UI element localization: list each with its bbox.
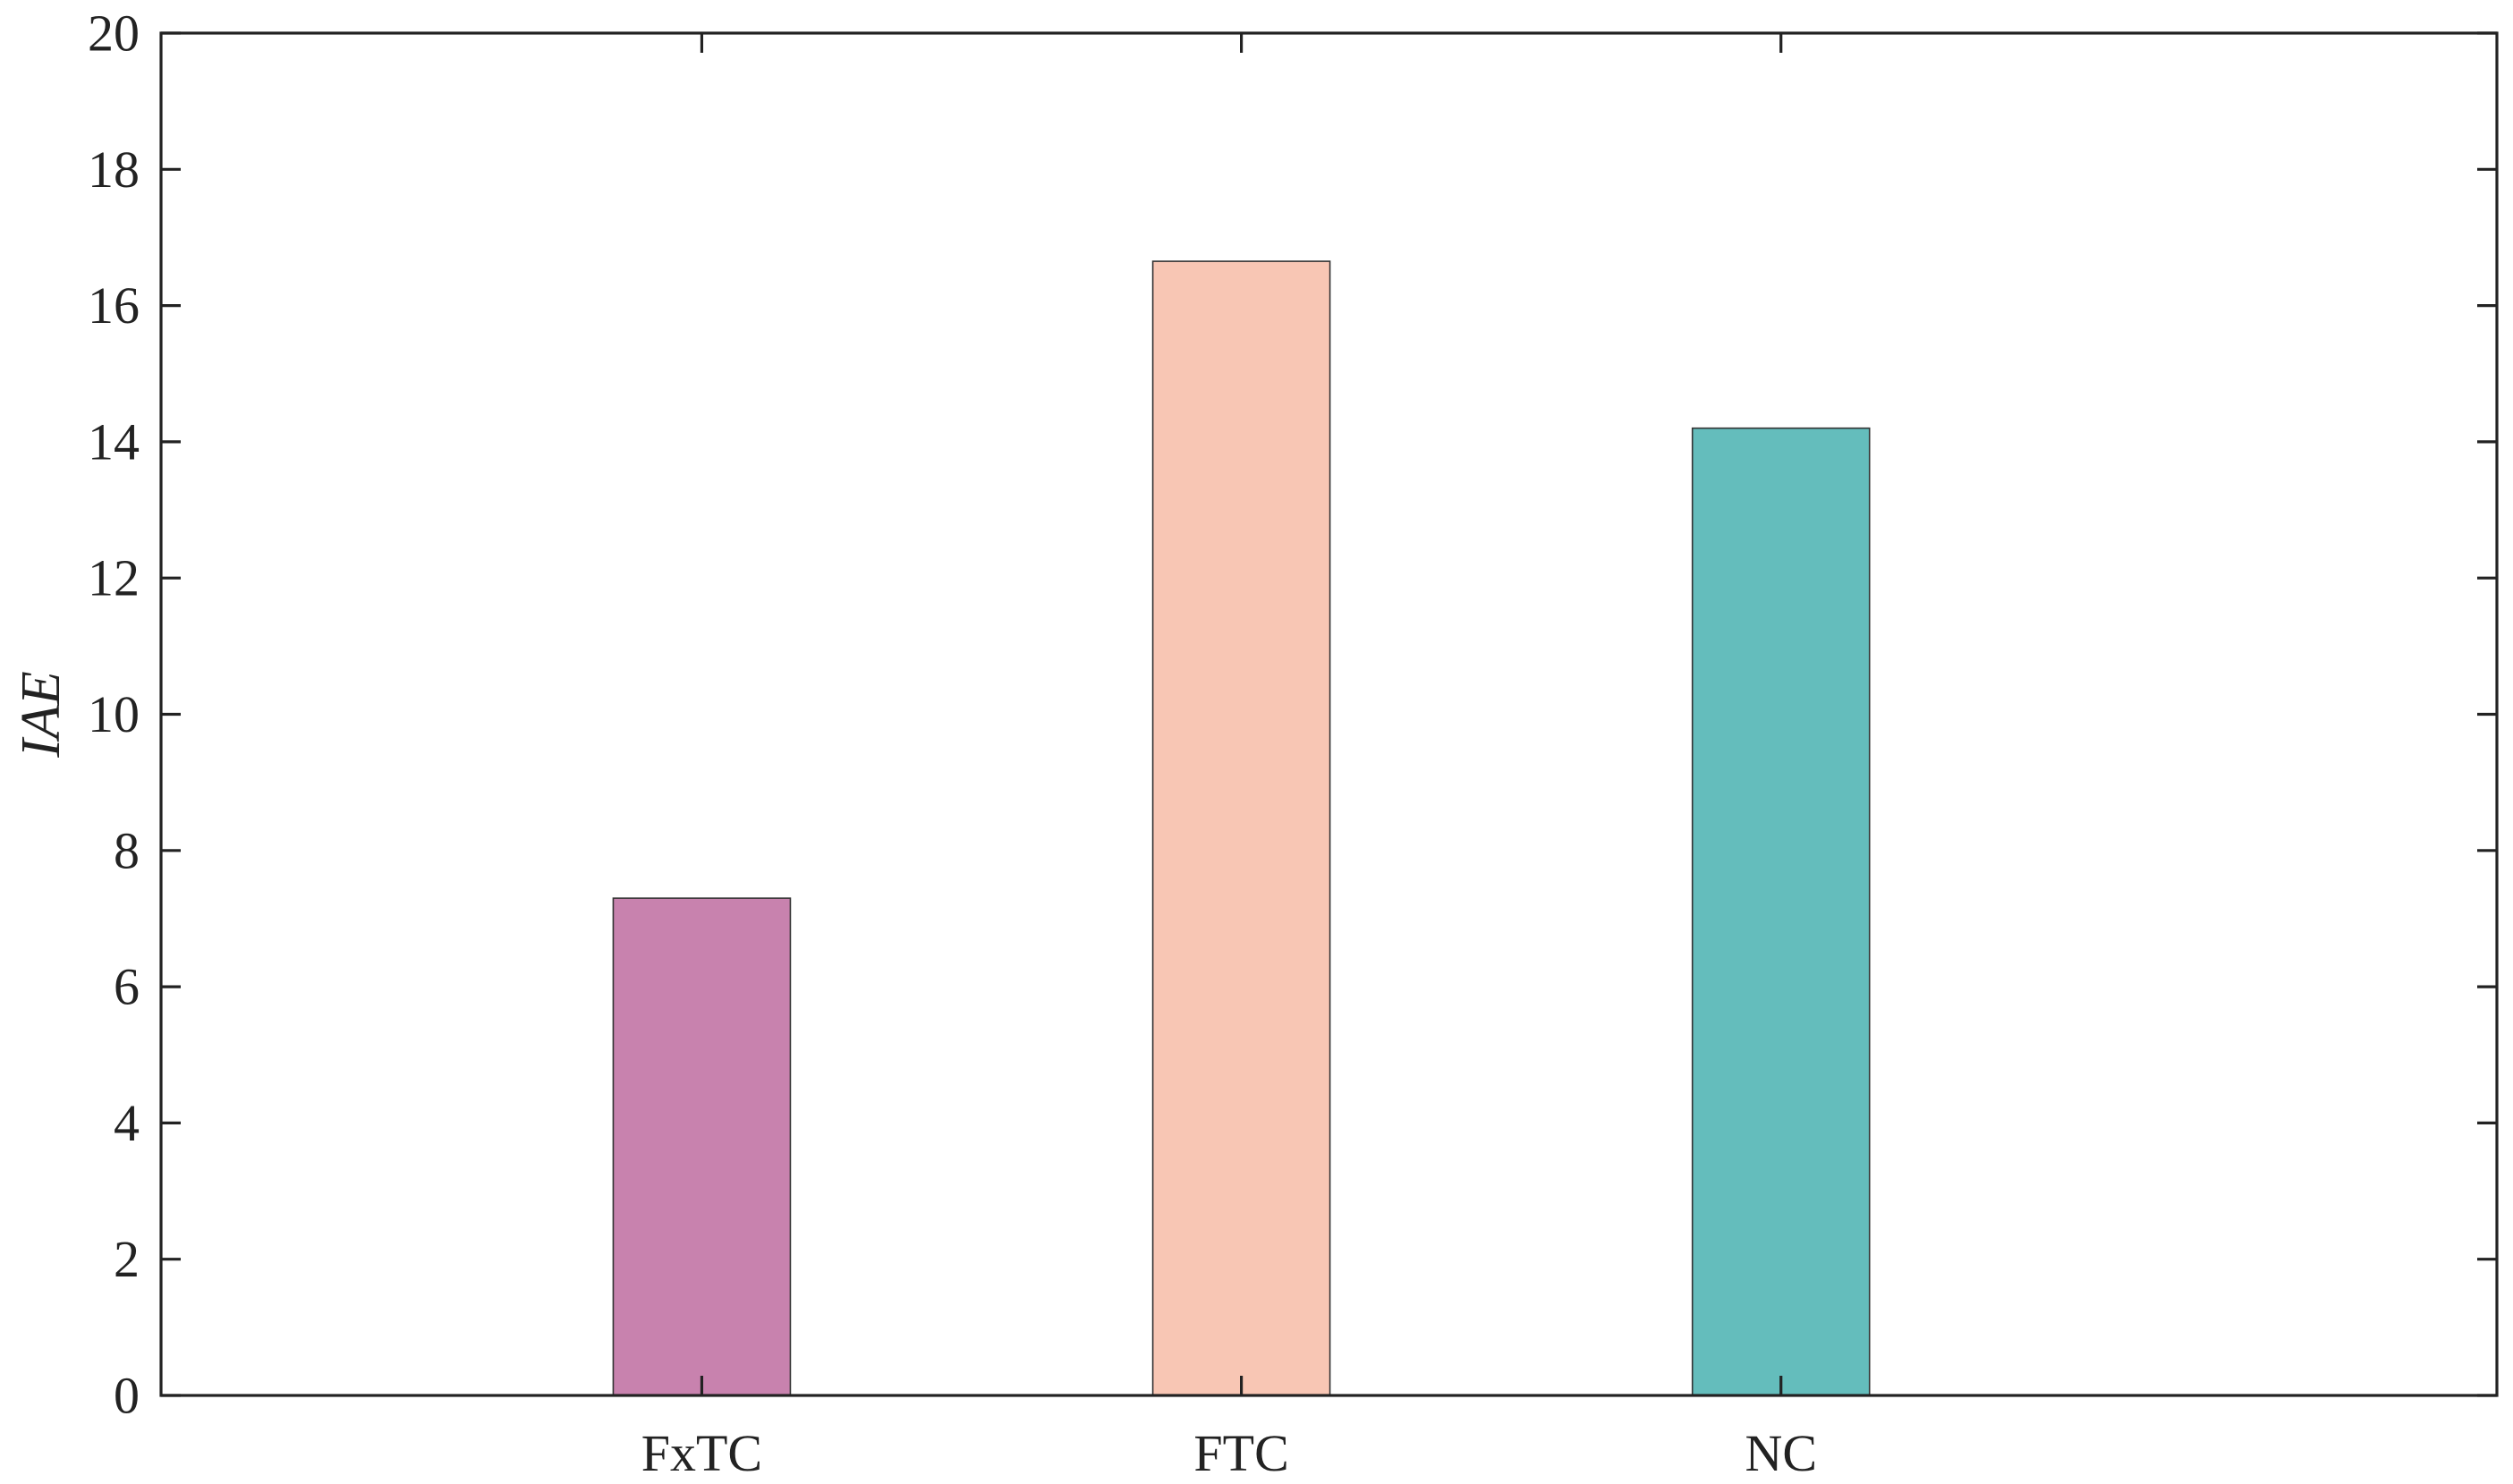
bar-fxtc [612, 897, 792, 1396]
y-tick-label: 20 [88, 4, 140, 63]
y-tick-label: 16 [88, 276, 140, 335]
y-axis-title: IAE [11, 671, 72, 758]
y-tick-label: 12 [88, 549, 140, 607]
y-tick-label: 6 [114, 958, 140, 1016]
y-tick-label: 14 [88, 412, 140, 471]
bars-layer [612, 260, 1871, 1396]
y-tick-label: 2 [114, 1230, 140, 1288]
x-tick-labels: FxTC FTC NC [641, 1424, 1817, 1482]
y-tick-label: 10 [88, 685, 140, 743]
x-tick-label-nc: NC [1745, 1424, 1817, 1482]
y-tick-label: 18 [88, 140, 140, 199]
y-tick-label: 8 [114, 821, 140, 879]
x-tick-label-fxtc: FxTC [641, 1424, 762, 1482]
bar-ftc [1151, 260, 1331, 1396]
bar-nc [1691, 427, 1871, 1396]
plot-frame [159, 31, 2499, 1397]
x-tick-label-ftc: FTC [1193, 1424, 1288, 1482]
y-tick-labels: 0 2 4 6 8 10 12 14 16 18 20 [88, 4, 140, 1425]
y-tick-label: 4 [114, 1094, 140, 1152]
y-tick-label: 0 [114, 1367, 140, 1425]
